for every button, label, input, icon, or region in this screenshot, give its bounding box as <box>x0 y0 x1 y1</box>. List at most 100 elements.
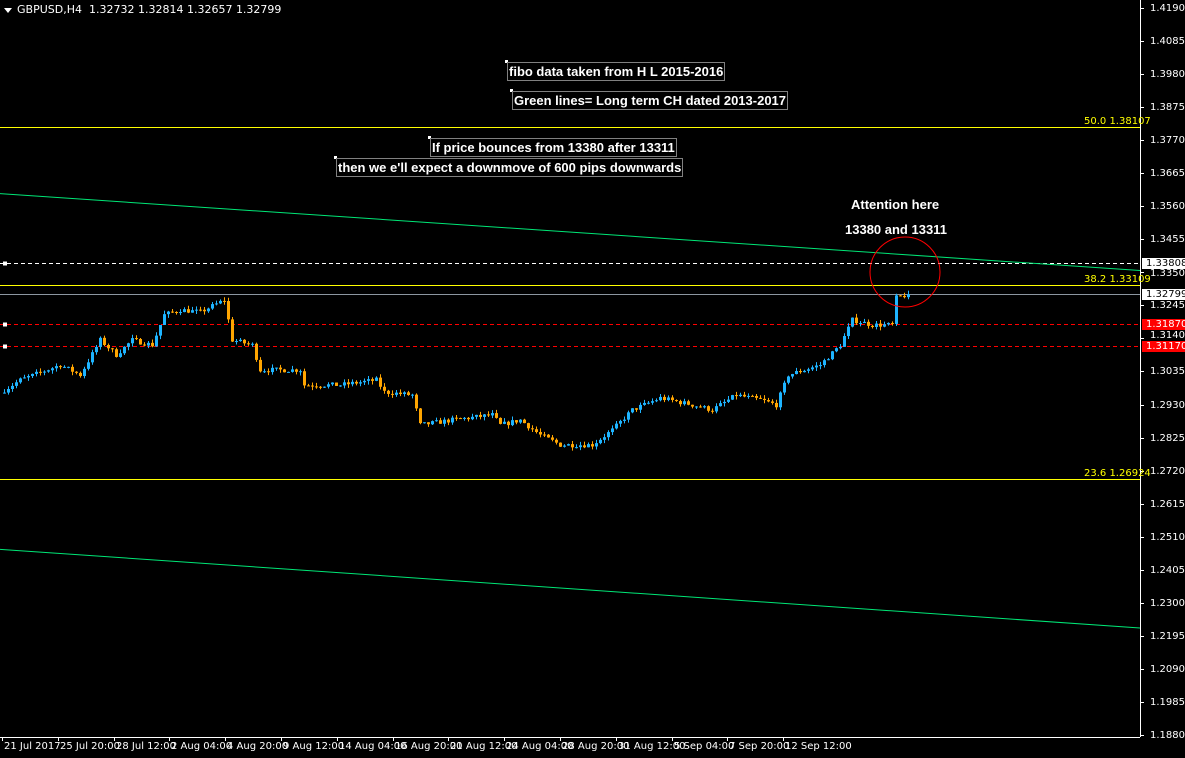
bear-candle <box>283 369 286 373</box>
bear-candle <box>103 337 106 345</box>
bull-candle <box>167 311 170 315</box>
price-tick-label: 1.24050 <box>1150 564 1185 576</box>
bear-candle <box>187 309 190 313</box>
price-tick-label: 1.33500 <box>1150 268 1185 279</box>
price-tag[interactable]: 1.32799 <box>1142 289 1185 300</box>
bear-candle <box>143 344 146 346</box>
bull-candle <box>883 324 886 327</box>
bull-candle <box>451 417 454 423</box>
bear-candle <box>539 431 542 435</box>
text-anchor[interactable] <box>505 60 508 63</box>
bull-candle <box>819 365 822 367</box>
dropdown-triangle-icon[interactable] <box>4 7 12 13</box>
bull-candle <box>123 346 126 354</box>
bear-candle <box>671 397 674 401</box>
note-downmove[interactable]: then we e'll expect a downmove of 600 pi… <box>336 158 684 177</box>
bull-candle <box>503 421 506 424</box>
attention-levels[interactable]: 13380 and 13311 <box>845 222 947 237</box>
bull-candle <box>595 443 598 447</box>
price-tag[interactable]: 1.33808 <box>1142 258 1185 269</box>
price-tick-label: 1.31400 <box>1150 330 1185 341</box>
note-fibo[interactable]: fibo data taken from H L 2015-2016 <box>507 62 726 81</box>
bear-candle <box>203 309 206 312</box>
bull-candle <box>811 367 814 370</box>
bear-candle <box>139 338 142 345</box>
note-green-lines[interactable]: Green lines= Long term CH dated 2013-201… <box>512 91 789 110</box>
bear-candle <box>79 372 82 377</box>
bear-candle <box>75 371 78 373</box>
bear-candle <box>551 437 554 440</box>
bull-candle <box>3 392 6 394</box>
bull-candle <box>647 402 650 404</box>
time-tick-label: 5 Sep 04:00 <box>674 741 735 752</box>
bull-candle <box>183 309 186 313</box>
bear-candle <box>635 408 638 410</box>
fibo-level-label: 23.6 1.26924 <box>1084 467 1151 479</box>
bull-candle <box>519 419 522 423</box>
bull-candle <box>239 339 242 342</box>
bear-candle <box>687 401 690 405</box>
bear-candle <box>555 439 558 443</box>
attention-label[interactable]: Attention here <box>851 197 940 212</box>
bull-candle <box>163 314 166 325</box>
bull-candle <box>511 420 514 426</box>
bull-candle <box>7 389 10 393</box>
attention-circle <box>869 236 941 308</box>
bear-candle <box>543 434 546 436</box>
bear-candle <box>59 366 62 368</box>
bull-candle <box>859 323 862 325</box>
bull-candle <box>51 368 54 371</box>
bear-candle <box>547 434 550 438</box>
price-tick-label: 1.39800 <box>1150 68 1185 80</box>
price-tag[interactable]: 1.31170 <box>1142 341 1185 352</box>
bear-candle <box>267 371 270 373</box>
bull-candle <box>99 337 102 347</box>
text-anchor[interactable] <box>510 89 513 92</box>
bear-candle <box>767 400 770 402</box>
bull-candle <box>483 414 486 417</box>
bull-candle <box>471 416 474 420</box>
bull-candle <box>887 322 890 325</box>
price-tick-label: 1.21950 <box>1150 630 1185 642</box>
bull-candle <box>23 377 26 379</box>
bear-candle <box>735 395 738 397</box>
bull-candle <box>575 447 578 449</box>
bear-candle <box>295 369 298 372</box>
time-tick-label: 2 Aug 04:00 <box>171 741 233 752</box>
time-tick-label: 28 Aug 20:00 <box>562 741 630 752</box>
bull-candle <box>475 414 478 417</box>
bear-candle <box>407 392 410 395</box>
bull-candle <box>627 412 630 420</box>
bear-candle <box>583 445 586 448</box>
bear-candle <box>347 382 350 385</box>
bull-candle <box>611 428 614 433</box>
price-tick-label: 1.29300 <box>1150 399 1185 411</box>
bear-candle <box>855 317 858 324</box>
bull-candle <box>907 294 910 298</box>
bull-candle <box>803 370 806 373</box>
bull-candle <box>835 348 838 352</box>
time-tick-label: 9 Aug 12:00 <box>283 741 345 752</box>
time-tick-label: 25 Jul 20:00 <box>60 741 120 752</box>
note-bounce[interactable]: If price bounces from 13380 after 13311 <box>430 138 677 157</box>
text-anchor[interactable] <box>334 156 337 159</box>
bull-candle <box>339 385 342 387</box>
level-anchor <box>3 322 7 327</box>
bull-candle <box>587 444 590 448</box>
bull-candle <box>275 367 278 369</box>
bull-candle <box>623 419 626 421</box>
bear-candle <box>371 379 374 381</box>
bear-candle <box>439 420 442 424</box>
price-tag[interactable]: 1.31870 <box>1142 319 1185 330</box>
bear-candle <box>171 311 174 313</box>
level-anchor <box>3 344 7 349</box>
bear-candle <box>399 392 402 395</box>
bear-candle <box>151 342 154 347</box>
bear-candle <box>487 414 490 416</box>
fibo-level-label: 50.0 1.38107 <box>1084 115 1151 127</box>
bear-candle <box>419 408 422 424</box>
bull-candle <box>875 323 878 327</box>
bull-candle <box>791 374 794 377</box>
text-anchor[interactable] <box>428 136 431 139</box>
